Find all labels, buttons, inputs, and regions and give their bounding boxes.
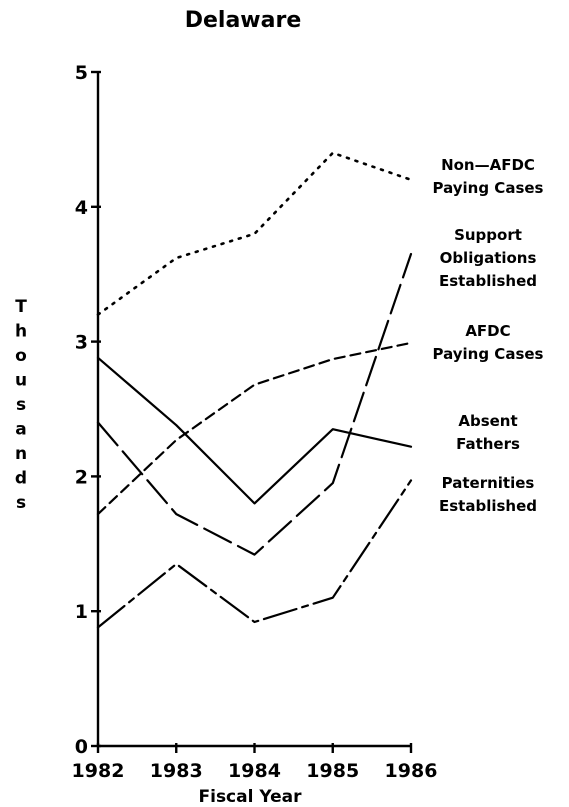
series-label-4: Paternities Established	[439, 474, 537, 515]
y-ticks: 0 1 2 3 4 5	[75, 62, 101, 758]
y-tick-label: 0	[75, 736, 88, 758]
y-tick-label: 2	[75, 466, 88, 488]
x-tick-label: 1986	[385, 760, 438, 782]
series-label-1: Support Obligations Established	[439, 226, 537, 290]
y-tick-label: 1	[75, 601, 88, 623]
y-tick-label: 5	[75, 62, 88, 84]
y-tick-label: 3	[75, 332, 88, 354]
series-label-3: Absent Fathers	[456, 412, 520, 453]
chart-title: Delaware	[185, 8, 302, 33]
series-line-0	[96, 151, 413, 316]
series-label-0: Non—AFDC Paying Cases	[433, 156, 544, 197]
series-lines	[96, 151, 413, 629]
x-tick-label: 1983	[150, 760, 203, 782]
series-labels: Non—AFDC Paying Cases Support Obligations Es…	[433, 156, 544, 515]
series-line-1	[96, 252, 413, 556]
series-label-2: AFDC Paying Cases	[433, 322, 544, 363]
series-line-2	[96, 341, 413, 516]
series-line-3	[96, 356, 413, 505]
x-axis-label: Fiscal Year	[199, 787, 303, 807]
x-tick-label: 1985	[306, 760, 359, 782]
x-tick-label: 1984	[228, 760, 281, 782]
x-tick-label: 1982	[72, 760, 125, 782]
x-ticks: 1982 1983 1984 1985 1986	[72, 743, 438, 782]
series-line-4	[96, 479, 413, 629]
y-tick-label: 4	[75, 197, 88, 219]
